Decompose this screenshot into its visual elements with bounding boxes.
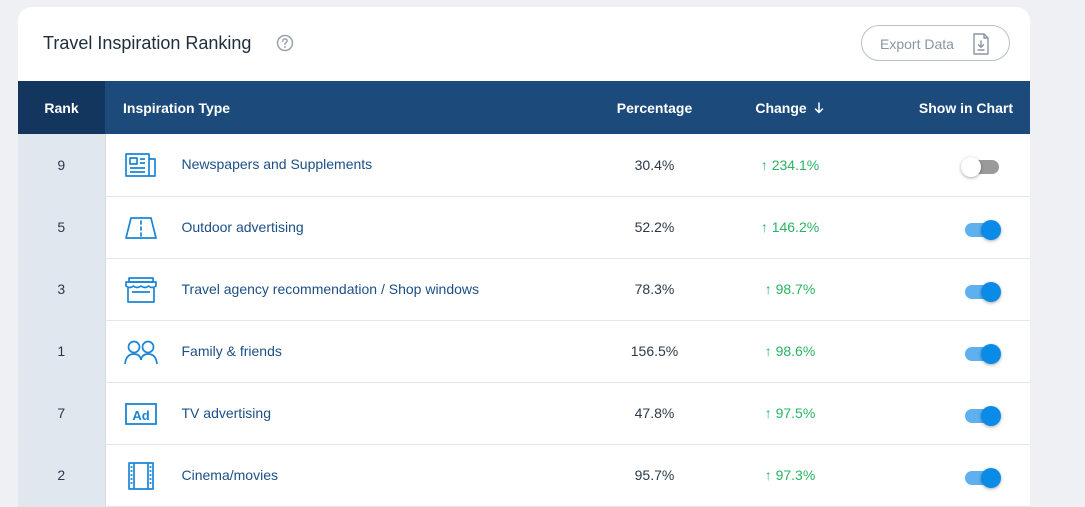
show-in-chart-cell xyxy=(846,382,1030,445)
rank-cell: 7 xyxy=(18,382,106,445)
billboard-icon xyxy=(124,216,157,239)
show-in-chart-toggle[interactable] xyxy=(964,465,1001,488)
percentage-cell: 52.2% xyxy=(575,196,734,259)
percentage-cell: 78.3% xyxy=(575,258,734,321)
show-in-chart-toggle[interactable] xyxy=(964,403,1001,426)
inspiration-type-cell: Family & friends xyxy=(105,320,575,383)
change-cell: ↑ 98.7% xyxy=(734,258,846,321)
rank-cell: 2 xyxy=(18,444,106,507)
ranking-card: Travel Inspiration Ranking Export Data R… xyxy=(18,7,1030,507)
film-icon xyxy=(127,461,154,490)
column-header-show-in-chart[interactable]: Show in Chart xyxy=(846,81,1030,134)
show-in-chart-toggle[interactable] xyxy=(964,279,1001,302)
change-cell: ↑ 234.1% xyxy=(734,134,846,197)
people-icon xyxy=(123,340,158,364)
inspiration-type-cell: Outdoor advertising xyxy=(105,196,575,259)
newspaper-icon xyxy=(124,153,156,177)
table-row[interactable]: 5 Outdoor advertising 52.2% ↑ 146.2% xyxy=(18,196,1030,259)
table-row[interactable]: 1 Family & friends 156.5% ↑ 98.6% xyxy=(18,320,1030,383)
show-in-chart-toggle[interactable] xyxy=(961,154,1000,177)
percentage-cell: 95.7% xyxy=(575,444,734,507)
inspiration-type-cell: Travel agency recommendation / Shop wind… xyxy=(105,258,575,321)
inspiration-type-label: Newspapers and Supplements xyxy=(181,156,373,172)
inspiration-type-label: Cinema/movies xyxy=(181,466,278,483)
rank-header-label: Rank xyxy=(44,99,79,116)
percentage-cell: 156.5% xyxy=(575,320,734,383)
change-cell: ↑ 98.6% xyxy=(734,320,846,383)
export-data-label: Export Data xyxy=(880,36,954,52)
change-cell: ↑ 97.5% xyxy=(734,382,846,445)
svg-text:Ad: Ad xyxy=(132,408,149,423)
rank-cell: 9 xyxy=(18,134,106,197)
percentage-cell: 47.8% xyxy=(575,382,734,445)
help-icon[interactable] xyxy=(276,34,294,52)
toggle-knob xyxy=(981,219,1001,240)
toggle-knob xyxy=(981,281,1001,302)
show-in-chart-cell xyxy=(846,196,1030,259)
column-header-percentage[interactable]: Percentage xyxy=(575,81,734,134)
rank-cell: 3 xyxy=(18,258,106,321)
inspiration-type-cell: Newspapers and Supplements xyxy=(105,134,575,197)
show-in-chart-toggle[interactable] xyxy=(964,341,1001,364)
column-header-inspiration-type[interactable]: Inspiration Type xyxy=(105,81,575,134)
card-title: Travel Inspiration Ranking xyxy=(43,33,252,53)
rank-cell: 5 xyxy=(18,196,106,259)
change-cell: ↑ 97.3% xyxy=(734,444,846,507)
table-row[interactable]: 3 Travel agency recommendation / Shop wi… xyxy=(18,258,1030,321)
change-header-label: Change xyxy=(755,99,807,116)
toggle-knob xyxy=(981,405,1001,426)
toggle-knob xyxy=(981,343,1001,364)
table-row[interactable]: 9 Newspapers and Supplements 30.4% ↑ 234… xyxy=(18,134,1030,197)
tv-ad-icon: Ad xyxy=(124,402,157,425)
show-in-chart-cell xyxy=(846,258,1030,321)
column-header-change[interactable]: Change xyxy=(734,81,846,134)
inspiration-type-header-label: Inspiration Type xyxy=(123,99,231,116)
toggle-knob xyxy=(981,467,1001,488)
download-file-icon xyxy=(973,33,989,55)
export-data-button[interactable]: Export Data xyxy=(861,25,1010,61)
inspiration-type-label: Outdoor advertising xyxy=(181,218,304,235)
show-in-chart-cell xyxy=(846,444,1030,507)
inspiration-type-label: Family & friends xyxy=(181,342,282,359)
toggle-knob xyxy=(961,157,981,177)
card-header: Travel Inspiration Ranking Export Data xyxy=(18,7,1030,81)
table-row[interactable]: 2 Cinema/movies 95.7% ↑ 97.3% xyxy=(18,444,1030,507)
show-in-chart-cell xyxy=(846,320,1030,383)
percentage-cell: 30.4% xyxy=(575,134,734,197)
rank-cell: 1 xyxy=(18,320,106,383)
percentage-header-label: Percentage xyxy=(616,99,693,116)
inspiration-type-label: Travel agency recommendation / Shop wind… xyxy=(181,280,480,297)
show-in-chart-cell xyxy=(846,134,1030,197)
change-cell: ↑ 146.2% xyxy=(734,196,846,259)
column-header-rank[interactable]: Rank xyxy=(18,81,105,134)
inspiration-type-cell: Ad TV advertising xyxy=(105,382,575,445)
table-row[interactable]: 7 Ad TV advertising 47.8% ↑ 97.5% xyxy=(18,382,1030,445)
ranking-table: Rank Inspiration Type Percentage Change … xyxy=(18,81,1030,507)
show-in-chart-toggle[interactable] xyxy=(964,217,1001,240)
inspiration-type-cell: Cinema/movies xyxy=(105,444,575,507)
show-in-chart-header-label: Show in Chart xyxy=(918,99,1013,116)
table-header-row: Rank Inspiration Type Percentage Change … xyxy=(18,81,1030,134)
inspiration-type-label: TV advertising xyxy=(181,404,271,421)
storefront-icon xyxy=(124,276,157,303)
sort-descending-icon xyxy=(814,101,823,113)
